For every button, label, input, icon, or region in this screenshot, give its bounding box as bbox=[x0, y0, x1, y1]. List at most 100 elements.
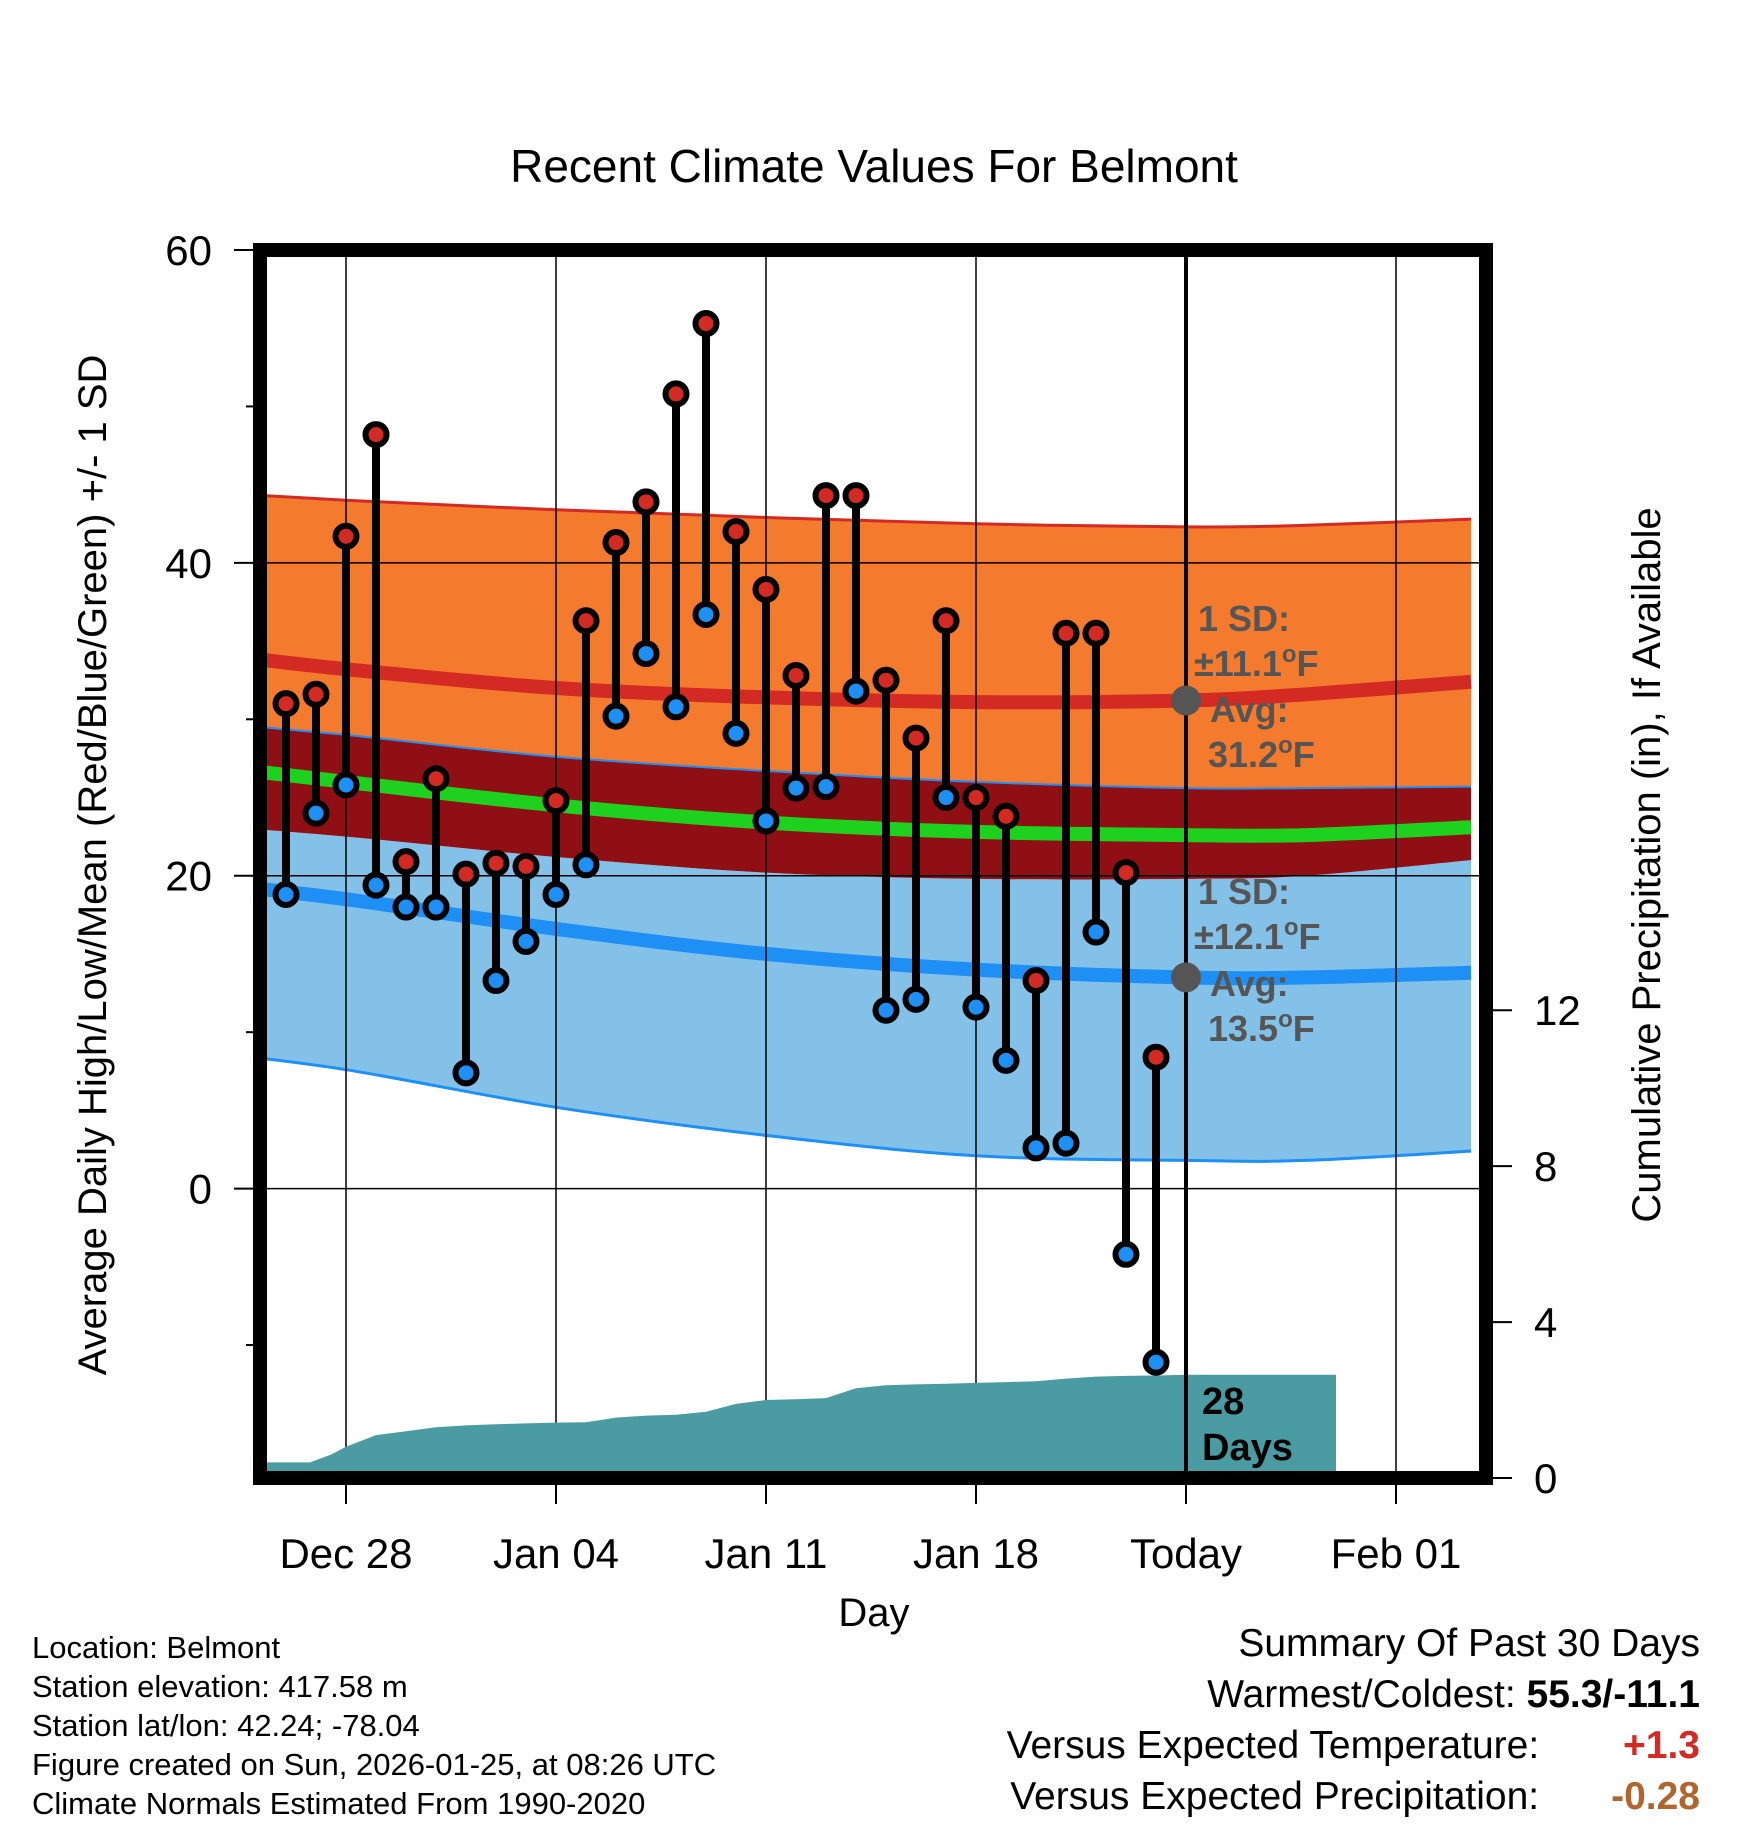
y-right-tick-label: 0 bbox=[1534, 1455, 1557, 1502]
daily-low-point bbox=[722, 719, 750, 747]
high-minus-sd-line bbox=[260, 725, 1472, 790]
daily-low-point bbox=[932, 784, 960, 812]
daily-low-point bbox=[452, 1059, 480, 1087]
high-avg-value: 31.2oF bbox=[1208, 732, 1315, 775]
daily-high-point bbox=[1112, 859, 1140, 887]
low-annotation: 1 SD: ±12.1oF Avg: 13.5oF bbox=[1194, 871, 1321, 1049]
low-sd-band bbox=[260, 829, 1471, 1162]
summary-title: Summary Of Past 30 Days bbox=[1238, 1622, 1700, 1665]
daily-low-point bbox=[812, 773, 840, 801]
low-minus-sd-line bbox=[260, 1056, 1472, 1163]
low-avg-label: Avg: bbox=[1210, 963, 1289, 1004]
daily-high-point bbox=[1052, 619, 1080, 647]
temp-label: Versus Expected Temperature: bbox=[1006, 1724, 1540, 1767]
high-sd-band bbox=[260, 495, 1471, 789]
daily-observations bbox=[272, 310, 1170, 1376]
daily-high-point bbox=[902, 724, 930, 752]
summary-warmest-row: Warmest/Coldest: 55.3/-11.1 bbox=[1007, 1669, 1700, 1720]
daily-low-point bbox=[872, 996, 900, 1024]
daily-high-point bbox=[542, 787, 570, 815]
daily-low-point bbox=[602, 702, 630, 730]
plot-frame bbox=[253, 243, 1493, 1485]
daily-high-point bbox=[692, 310, 720, 338]
daily-high-point bbox=[872, 666, 900, 694]
daily-low-point bbox=[392, 893, 420, 921]
daily-low-point bbox=[632, 640, 660, 668]
daily-low-point bbox=[572, 851, 600, 879]
daily-low-point bbox=[1112, 1240, 1140, 1268]
elevation-text: Station elevation: 417.58 m bbox=[32, 1669, 408, 1704]
created-text: Figure created on Sun, 2026-01-25, at 08… bbox=[32, 1747, 717, 1782]
x-tick-label: Jan 11 bbox=[705, 1530, 828, 1577]
y-axis-left-label: Average Daily High/Low/Mean (Red/Blue/Gr… bbox=[71, 355, 115, 1376]
high-sd-label: 1 SD: bbox=[1198, 598, 1290, 639]
y-right-tick-label: 4 bbox=[1534, 1299, 1557, 1346]
y-right-tick-label: 8 bbox=[1534, 1143, 1557, 1190]
daily-high-point bbox=[1082, 619, 1110, 647]
daily-high-point bbox=[602, 529, 630, 557]
daily-high-point bbox=[332, 522, 360, 550]
summary-precip-row: Versus Expected Precipitation: -0.28 bbox=[1007, 1771, 1700, 1822]
daily-high-point bbox=[572, 607, 600, 635]
daily-high-point bbox=[422, 765, 450, 793]
days-label: Days bbox=[1202, 1427, 1293, 1469]
normals-text: Climate Normals Estimated From 1990-2020 bbox=[32, 1786, 646, 1821]
daily-high-point bbox=[722, 518, 750, 546]
daily-high-point bbox=[1142, 1043, 1170, 1071]
warmest-label: Warmest/Coldest: bbox=[1207, 1673, 1516, 1716]
low-sd-value: ±12.1oF bbox=[1194, 914, 1321, 957]
warmest-value: 55.3/-11.1 bbox=[1526, 1673, 1700, 1716]
high-avg-label: Avg: bbox=[1210, 689, 1289, 730]
daily-high-point bbox=[992, 802, 1020, 830]
daily-low-point bbox=[662, 693, 690, 721]
daily-high-point bbox=[662, 380, 690, 408]
daily-high-point bbox=[512, 852, 540, 880]
daily-low-point bbox=[1052, 1129, 1080, 1157]
daily-high-point bbox=[302, 680, 330, 708]
daily-high-point bbox=[962, 784, 990, 812]
y-left-tick-label: 40 bbox=[165, 540, 212, 587]
daily-low-point bbox=[752, 807, 780, 835]
x-tick-label: Today bbox=[1130, 1530, 1242, 1577]
station-info: Location: Belmont Station elevation: 417… bbox=[32, 1628, 716, 1823]
daily-high-point bbox=[1022, 967, 1050, 995]
latlon-text: Station lat/lon: 42.24; -78.04 bbox=[32, 1708, 420, 1743]
precip-cumulative-fill bbox=[260, 1374, 1336, 1478]
x-axis-label: Day bbox=[838, 1591, 909, 1635]
daily-high-point bbox=[362, 421, 390, 449]
y-left-tick-label: 60 bbox=[165, 227, 212, 274]
daily-low-point bbox=[302, 799, 330, 827]
y-left-tick-label: 20 bbox=[165, 853, 212, 900]
daily-high-point bbox=[632, 488, 660, 516]
high-annotation: 1 SD: ±11.1oF Avg: 31.2oF bbox=[1194, 598, 1319, 775]
daily-high-point bbox=[842, 482, 870, 510]
y-left-tick-label: 0 bbox=[189, 1166, 212, 1213]
mean-line bbox=[260, 764, 1472, 843]
daily-high-point bbox=[482, 849, 510, 877]
axes: 0 20 40 60 0 4 8 12 Dec 28 Jan 04 Jan 11 Jan 18 Toda… bbox=[165, 227, 1580, 1577]
high-plus-sd-line bbox=[260, 493, 1472, 529]
normals-bands bbox=[260, 493, 1472, 1163]
y-right-tick-label: 12 bbox=[1534, 987, 1581, 1034]
daily-low-point bbox=[362, 871, 390, 899]
location-text: Location: Belmont bbox=[32, 1630, 281, 1665]
chart-title: Recent Climate Values For Belmont bbox=[510, 140, 1238, 192]
daily-low-point bbox=[902, 985, 930, 1013]
days-count: 28 bbox=[1202, 1381, 1244, 1423]
precip-label: Versus Expected Precipitation: bbox=[1010, 1775, 1540, 1818]
low-avg-value: 13.5oF bbox=[1208, 1006, 1315, 1049]
daily-low-point bbox=[422, 893, 450, 921]
daily-high-point bbox=[272, 690, 300, 718]
summary-temp-row: Versus Expected Temperature: +1.3 bbox=[1007, 1720, 1700, 1771]
low-mean-line bbox=[260, 881, 1472, 986]
daily-low-point bbox=[1142, 1348, 1170, 1376]
daily-low-point bbox=[332, 771, 360, 799]
precip-value: -0.28 bbox=[1611, 1775, 1700, 1818]
x-tick-label: Jan 18 bbox=[913, 1530, 1039, 1577]
daily-high-point bbox=[932, 607, 960, 635]
daily-low-point bbox=[842, 677, 870, 705]
daily-low-point bbox=[692, 600, 720, 628]
daily-high-point bbox=[812, 482, 840, 510]
y-axis-right-label: Cumulative Precipitation (in), If Availa… bbox=[1625, 507, 1669, 1222]
